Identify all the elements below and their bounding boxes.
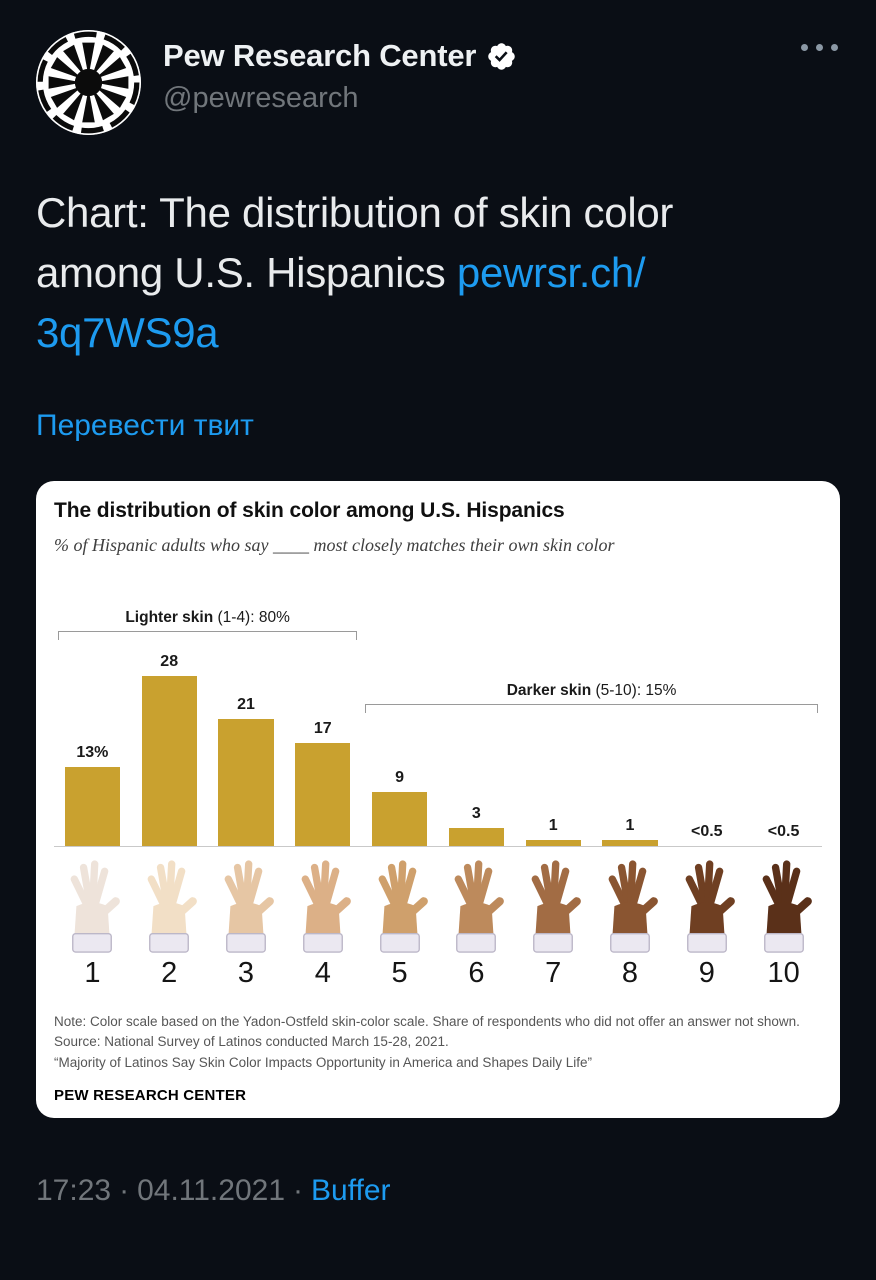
hand-column xyxy=(592,859,669,957)
tweet-text: Chart: The distribution of skin color am… xyxy=(36,183,781,363)
hand-column xyxy=(54,859,131,957)
bar-column: 28 xyxy=(131,653,208,847)
chart-subtitle: % of Hispanic adults who say ____ most c… xyxy=(54,535,615,556)
hand-swatch-icon xyxy=(224,860,274,953)
tweet-source-link[interactable]: Buffer xyxy=(311,1173,391,1207)
bar xyxy=(448,827,505,847)
chart-brand: PEW RESEARCH CENTER xyxy=(54,1086,247,1104)
group-bracket-label: Lighter skin (1-4): 80% xyxy=(125,608,290,626)
hand-swatch-icon xyxy=(71,860,121,953)
hand-column xyxy=(745,859,822,957)
bar xyxy=(602,840,658,847)
chart-baseline xyxy=(54,846,822,848)
bar-value-label: <0.5 xyxy=(767,823,800,841)
tweet-detail-page: Pew Research Center @pewresearch Chart: … xyxy=(36,30,840,1207)
scale-number: 7 xyxy=(545,957,562,990)
scale-number: 4 xyxy=(314,957,331,990)
scale-number: 10 xyxy=(767,957,800,990)
profile-avatar[interactable] xyxy=(36,30,141,135)
user-names: Pew Research Center @pewresearch xyxy=(163,30,517,115)
bar-column: 1 xyxy=(515,817,592,847)
scale-number: 9 xyxy=(698,957,715,990)
hand-swatch-icon xyxy=(531,860,582,953)
chart-title: The distribution of skin color among U.S… xyxy=(54,499,565,523)
bar-column: <0.5 xyxy=(668,823,745,846)
bar-column: 3 xyxy=(438,804,515,847)
scale-number: 1 xyxy=(84,957,101,990)
translate-tweet-link[interactable]: Перевести твит xyxy=(36,409,254,443)
note-line: Note: Color scale based on the Yadon-Ost… xyxy=(54,1014,800,1030)
scale-number: 5 xyxy=(391,957,408,990)
hand-column xyxy=(284,859,361,957)
bar-value-label: 21 xyxy=(237,695,255,713)
bar xyxy=(141,676,197,847)
tweet-header: Pew Research Center @pewresearch xyxy=(36,30,840,135)
verified-badge-icon xyxy=(486,41,517,72)
scale-number: 8 xyxy=(621,957,639,990)
bar-column: 13% xyxy=(54,744,131,847)
hand-swatch-icon xyxy=(455,860,505,953)
bar-value-label: 1 xyxy=(625,817,635,835)
display-name[interactable]: Pew Research Center xyxy=(163,38,477,73)
scale-number: 3 xyxy=(237,957,255,990)
scale-number: 2 xyxy=(161,957,178,990)
group-bracket xyxy=(57,630,358,640)
skin-scale-numbers-row: 1 2 3 4 5 6 7 8 9 10 xyxy=(54,957,822,990)
chart-card-image[interactable]: The distribution of skin color among U.S… xyxy=(36,481,840,1118)
hand-swatch-icon xyxy=(685,860,735,953)
bar-column: 1 xyxy=(592,817,669,847)
hand-column xyxy=(515,859,592,957)
bar-column: 21 xyxy=(208,696,285,847)
hand-swatch-icon xyxy=(301,860,351,953)
user-handle[interactable]: @pewresearch xyxy=(163,82,359,114)
bar xyxy=(218,718,274,847)
hand-swatch-icon xyxy=(147,860,198,953)
bar-value-label: 28 xyxy=(160,653,179,671)
note-line: “Majority of Latinos Say Skin Color Impa… xyxy=(54,1054,592,1070)
tweet-text-body: Chart: The distribution of skin color am… xyxy=(36,189,674,297)
hand-column xyxy=(438,859,515,957)
note-line: Source: National Survey of Latinos condu… xyxy=(54,1034,449,1050)
tweet-date: 04.11.2021 xyxy=(137,1173,285,1207)
bar-column: 9 xyxy=(361,769,438,847)
bar-value-label: 17 xyxy=(313,719,332,737)
bar-column: 17 xyxy=(284,719,361,847)
bar xyxy=(525,840,581,847)
hand-column xyxy=(208,859,285,957)
bar xyxy=(64,767,121,847)
tweet-time: 17:23 xyxy=(36,1173,112,1207)
hand-swatch-icon xyxy=(762,860,812,953)
hand-column xyxy=(361,859,438,957)
bar-value-label: <0.5 xyxy=(690,823,723,841)
chart-note: Note: Color scale based on the Yadon-Ost… xyxy=(54,1012,822,1073)
hand-column xyxy=(131,859,208,957)
bar-column: <0.5 xyxy=(745,823,822,846)
group-bracket-label: Darker skin (5-10): 15% xyxy=(506,681,677,699)
more-options-icon[interactable] xyxy=(801,44,838,51)
bar-value-label: 3 xyxy=(471,804,481,822)
group-bracket xyxy=(365,703,819,713)
bar-value-label: 1 xyxy=(548,817,558,835)
bar-chart-plot: 13% 28 21 17 9 3 1 1 <0.5 <0.5 Lighter skin (1-4)… xyxy=(54,594,822,847)
bar xyxy=(295,742,351,847)
bar-value-label: 13% xyxy=(76,744,109,762)
pew-logo-icon xyxy=(36,30,141,135)
hand-swatch-icon xyxy=(608,860,658,953)
tweet-link[interactable]: pewrsr.ch/3q7WS9a xyxy=(36,249,646,357)
bar-value-label: 9 xyxy=(395,768,405,786)
bar xyxy=(371,791,428,847)
tweet-meta: 17:23 · 04.11.2021 · Buffer xyxy=(36,1173,391,1207)
scale-number: 6 xyxy=(468,957,485,990)
hand-swatch-icon xyxy=(378,860,428,953)
hand-column xyxy=(668,859,745,957)
skin-tone-hands-row xyxy=(54,859,822,957)
